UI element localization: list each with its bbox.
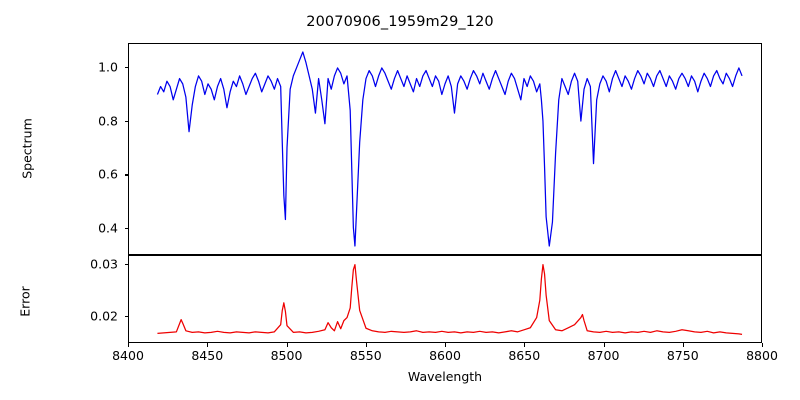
xtick-label: 8800 xyxy=(746,348,778,363)
error-ytick-label: 0.03 xyxy=(90,256,118,272)
xtick-label: 8500 xyxy=(270,348,303,363)
xtick-mark xyxy=(445,343,447,347)
spectrum-ytick-label: 0.4 xyxy=(98,220,118,236)
spectrum-ytick-label: 1.0 xyxy=(98,59,118,75)
spectrum-trace xyxy=(129,44,761,254)
x-axis-label: Wavelength xyxy=(407,369,483,384)
xtick-mark xyxy=(365,343,367,347)
xtick-mark xyxy=(682,343,684,347)
error-trace xyxy=(129,256,761,342)
error-ytick-mark xyxy=(124,263,128,265)
xtick-mark xyxy=(603,343,605,347)
spectrum-panel xyxy=(128,43,762,255)
y-axis-label-spectrum: Spectrum xyxy=(19,118,35,179)
xtick-label: 8750 xyxy=(666,348,699,363)
xtick-label: 8450 xyxy=(191,348,224,363)
spectrum-ytick-mark xyxy=(124,120,128,122)
spectrum-ytick-label: 0.6 xyxy=(98,166,118,182)
xtick-mark xyxy=(207,343,209,347)
spectrum-ytick-mark xyxy=(124,228,128,230)
xtick-mark xyxy=(762,343,764,347)
xtick-mark xyxy=(128,343,130,347)
xtick-mark xyxy=(286,343,288,347)
error-ytick-mark xyxy=(124,315,128,318)
error-panel xyxy=(128,255,762,343)
xtick-label: 8400 xyxy=(112,348,144,363)
spectrum-ytick-label: 0.8 xyxy=(98,113,118,129)
xtick-label: 8650 xyxy=(508,348,541,363)
y-axis-label-error: Error xyxy=(17,286,33,317)
page-title: 20070906_1959m29_120 xyxy=(306,14,494,30)
xtick-label: 8600 xyxy=(429,348,461,363)
error-ytick-label: 0.02 xyxy=(90,308,118,324)
xtick-label: 8700 xyxy=(587,348,620,363)
xtick-mark xyxy=(524,343,526,347)
spectrum-ytick-mark xyxy=(124,174,128,176)
spectrum-ytick-mark xyxy=(124,67,128,69)
xtick-label: 8550 xyxy=(349,348,382,363)
